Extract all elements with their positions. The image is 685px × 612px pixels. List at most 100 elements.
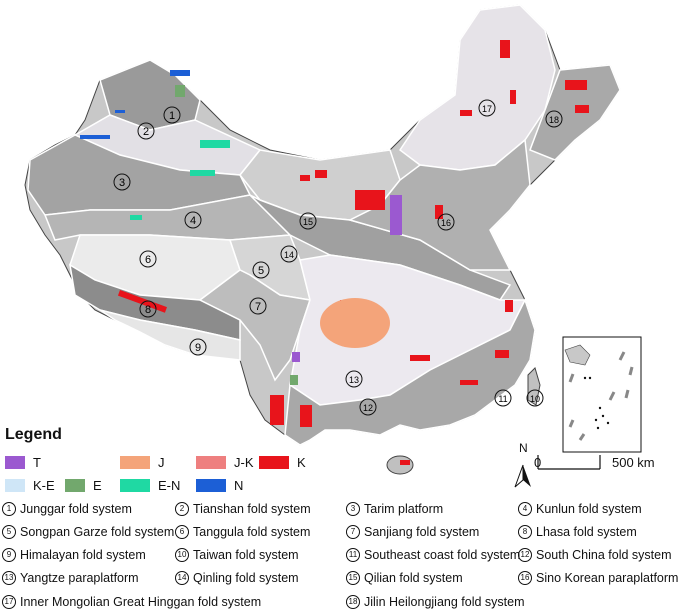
inset-coast <box>564 344 591 366</box>
system-13: 13 Yangtze paraplatform <box>2 571 139 585</box>
svg-text:16: 16 <box>441 218 451 228</box>
system-name-16: Sino Korean paraplatform <box>536 571 679 585</box>
system-17: 17 Inner Mongolian Great Hinggan fold sys… <box>2 595 261 609</box>
legend-title: Legend <box>5 426 62 443</box>
system-11: 11 Southeast coast fold system <box>346 548 520 562</box>
system-name-3: Tarim platform <box>364 502 444 516</box>
system-name-2: Tianshan fold system <box>193 502 311 516</box>
swatch-J <box>120 456 150 469</box>
map-label-14: 14 <box>280 245 298 263</box>
swatch-N <box>196 479 226 492</box>
svg-text:3: 3 <box>119 177 125 189</box>
system-name-8: Lhasa fold system <box>536 525 637 539</box>
legend-item-E-N: E-N <box>120 478 180 493</box>
map-label-5: 5 <box>252 261 270 279</box>
svg-text:2: 2 <box>143 126 149 138</box>
legend-label-E-N: E-N <box>158 478 181 493</box>
system-12: 12 South China fold system <box>518 548 672 562</box>
system-name-14: Qinling fold system <box>193 571 299 585</box>
map-label-9: 9 <box>189 338 207 356</box>
swatch-K <box>259 456 289 469</box>
system-num-9: 9 <box>2 548 16 562</box>
system-name-5: Songpan Garze fold system <box>20 525 175 539</box>
legend-item-J-K: J-K <box>196 455 254 470</box>
svg-text:15: 15 <box>303 217 313 227</box>
svg-text:18: 18 <box>549 115 559 125</box>
system-5: 5 Songpan Garze fold system <box>2 525 174 539</box>
system-name-6: Tanggula fold system <box>193 525 311 539</box>
north-arrow-icon <box>514 464 531 488</box>
deposit-T <box>390 195 402 235</box>
legend-label-J-K: J-K <box>234 455 254 470</box>
system-2: 2 Tianshan fold system <box>175 502 311 516</box>
map-label-10: 10 <box>526 389 544 407</box>
svg-text:11: 11 <box>498 394 507 404</box>
scale-start-label: 0 <box>534 455 542 470</box>
deposits-K <box>117 40 589 465</box>
region-9 <box>99 309 241 361</box>
system-num-7: 7 <box>346 525 360 539</box>
svg-text:9: 9 <box>195 342 201 354</box>
map-label-8: 8 <box>139 300 157 318</box>
scale-end-label: 500 km <box>612 455 655 470</box>
system-name-15: Qilian fold system <box>364 571 463 585</box>
legend-item-T: T <box>5 455 41 470</box>
system-10: 10 Taiwan fold system <box>175 548 299 562</box>
svg-text:7: 7 <box>255 301 261 313</box>
legend-item-J: J <box>120 455 165 470</box>
legend-label-T: T <box>33 455 41 470</box>
system-name-17: Inner Mongolian Great Hinggan fold syste… <box>20 595 262 609</box>
system-15: 15 Qilian fold system <box>346 571 463 585</box>
system-name-10: Taiwan fold system <box>193 548 299 562</box>
map-label-7: 7 <box>249 297 267 315</box>
system-num-13: 13 <box>2 571 16 585</box>
map-label-2: 2 <box>137 122 155 140</box>
region-7 <box>198 269 311 382</box>
system-num-11: 11 <box>346 548 360 562</box>
system-num-5: 5 <box>2 525 16 539</box>
svg-text:14: 14 <box>284 250 294 260</box>
scale-bar <box>537 455 601 470</box>
system-num-10: 10 <box>175 548 189 562</box>
system-9: 9 Himalayan fold system <box>2 548 146 562</box>
map-label-18: 18 <box>545 110 563 128</box>
system-num-2: 2 <box>175 502 189 516</box>
system-num-12: 12 <box>518 548 532 562</box>
swatch-J-K <box>196 456 226 469</box>
system-num-16: 16 <box>518 571 532 585</box>
system-8: 8 Lhasa fold system <box>518 525 637 539</box>
deposit-T-2 <box>292 352 300 362</box>
region-number-labels: 1 2 3 4 5 6 7 8 9 10 11 12 13 14 15 16 1… <box>113 99 563 416</box>
svg-text:8: 8 <box>145 304 151 316</box>
system-name-13: Yangtze paraplatform <box>20 571 139 585</box>
svg-text:10: 10 <box>530 394 540 404</box>
system-num-14: 14 <box>175 571 189 585</box>
system-num-15: 15 <box>346 571 360 585</box>
system-num-6: 6 <box>175 525 189 539</box>
system-num-8: 8 <box>518 525 532 539</box>
deposits-E-N <box>80 70 298 385</box>
swatch-K-E <box>5 479 25 492</box>
system-name-9: Himalayan fold system <box>20 548 146 562</box>
system-num-18: 18 <box>346 595 360 609</box>
map-label-12: 12 <box>359 398 377 416</box>
legend-label-N: N <box>234 478 244 493</box>
legend-label-E: E <box>93 478 102 493</box>
system-16: 16 Sino Korean paraplatform <box>518 571 678 585</box>
north-label: N <box>519 441 528 455</box>
svg-text:6: 6 <box>145 254 151 266</box>
legend-label-J: J <box>158 455 165 470</box>
system-14: 14 Qinling fold system <box>175 571 299 585</box>
system-name-7: Sanjiang fold system <box>364 525 480 539</box>
system-num-3: 3 <box>346 502 360 516</box>
map-label-1: 1 <box>163 106 181 124</box>
map-label-11: 11 <box>494 389 512 407</box>
system-name-12: South China fold system <box>536 548 672 562</box>
system-6: 6 Tanggula fold system <box>175 525 310 539</box>
map-label-6: 6 <box>139 250 157 268</box>
svg-text:13: 13 <box>349 375 359 385</box>
system-name-11: Southeast coast fold system <box>364 548 521 562</box>
legend-label-K-E: K-E <box>33 478 55 493</box>
system-name-4: Kunlun fold system <box>536 502 642 516</box>
